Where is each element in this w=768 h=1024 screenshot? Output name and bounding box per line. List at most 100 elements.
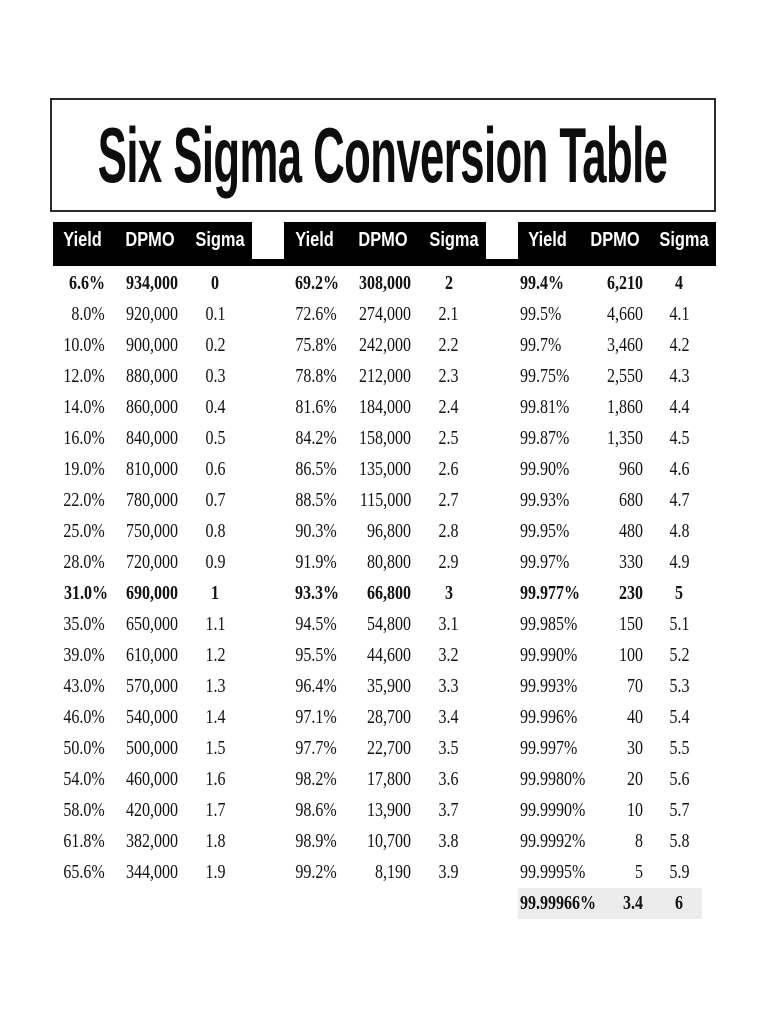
dpmo-column-header: DPMO <box>590 229 640 251</box>
dpmo-cell: 570,000 <box>126 675 179 697</box>
dpmo-cell: 6,210 <box>606 272 643 294</box>
yield-cell: 31.0% <box>64 582 108 604</box>
table-row: 99.993% 70 5.3 <box>518 671 716 702</box>
sigma-cell: 5.8 <box>669 830 690 852</box>
sigma-cell: 4.1 <box>669 303 690 325</box>
yield-cell: 94.5% <box>295 613 337 635</box>
yield-cell: 99.4% <box>520 272 564 294</box>
table-row: 25.0% 750,000 0.8 <box>53 516 252 547</box>
yield-cell: 99.996% <box>520 706 578 728</box>
table-row: 91.9% 80,800 2.9 <box>284 547 486 578</box>
table-row: 81.6% 184,000 2.4 <box>284 392 486 423</box>
sigma-cell: 2.8 <box>438 520 459 542</box>
header-underline <box>53 259 716 266</box>
sigma-cell: 3.5 <box>438 737 459 759</box>
yield-cell: 99.9980% <box>520 768 586 790</box>
yield-cell: 58.0% <box>63 799 105 821</box>
dpmo-cell: 934,000 <box>126 272 179 294</box>
dpmo-cell: 242,000 <box>359 334 412 356</box>
yield-cell: 99.95% <box>520 520 570 542</box>
table-row: 99.81% 1,860 4.4 <box>518 392 716 423</box>
yield-cell: 99.997% <box>520 737 578 759</box>
table-row: 54.0% 460,000 1.6 <box>53 764 252 795</box>
dpmo-cell: 1,860 <box>606 396 643 418</box>
table-row: 99.99966% 3.4 6 <box>518 888 716 919</box>
yield-cell: 43.0% <box>63 675 105 697</box>
dpmo-cell: 40 <box>626 706 643 728</box>
table-group-sigma-4-to-6: 99.4% 6,210 4 99.5% 4,660 4.1 99.7% 3,460 4.2 99.… <box>518 268 716 919</box>
yield-cell: 99.93% <box>520 489 570 511</box>
dpmo-cell: 2,550 <box>606 365 643 387</box>
sigma-cell: 2.3 <box>438 365 459 387</box>
dpmo-cell: 20 <box>626 768 643 790</box>
dpmo-cell: 30 <box>626 737 643 759</box>
dpmo-cell: 8,190 <box>375 861 412 883</box>
table-row: 99.9980% 20 5.6 <box>518 764 716 795</box>
conversion-table: Yield DPMO Sigma Yield DPMO Sigma Yield … <box>53 222 716 919</box>
sigma-cell: 2.2 <box>438 334 459 356</box>
table-row: 31.0% 690,000 1 <box>53 578 252 609</box>
dpmo-cell: 780,000 <box>126 489 179 511</box>
yield-cell: 75.8% <box>295 334 337 356</box>
sigma-cell: 3.2 <box>438 644 459 666</box>
dpmo-cell: 382,000 <box>126 830 179 852</box>
yield-cell: 61.8% <box>63 830 105 852</box>
sigma-cell: 1.5 <box>205 737 226 759</box>
yield-cell: 12.0% <box>63 365 105 387</box>
sigma-cell: 4.4 <box>669 396 690 418</box>
table-row: 14.0% 860,000 0.4 <box>53 392 252 423</box>
dpmo-cell: 22,700 <box>367 737 412 759</box>
sigma-cell: 4.5 <box>669 427 690 449</box>
dpmo-cell: 750,000 <box>126 520 179 542</box>
sigma-cell: 0.9 <box>205 551 226 573</box>
table-row: 35.0% 650,000 1.1 <box>53 609 252 640</box>
dpmo-cell: 420,000 <box>126 799 179 821</box>
sigma-cell: 0.8 <box>205 520 226 542</box>
table-row: 98.6% 13,900 3.7 <box>284 795 486 826</box>
sigma-cell: 0.3 <box>205 365 226 387</box>
dpmo-cell: 880,000 <box>126 365 179 387</box>
yield-cell: 97.1% <box>295 706 337 728</box>
table-row: 95.5% 44,600 3.2 <box>284 640 486 671</box>
table-row: 99.9992% 8 5.8 <box>518 826 716 857</box>
sigma-cell: 2.7 <box>438 489 459 511</box>
sigma-column-header: Sigma <box>429 229 479 251</box>
sigma-cell: 1.1 <box>205 613 226 635</box>
sigma-cell: 4.2 <box>669 334 690 356</box>
title-box: Six Sigma Conversion Table <box>50 98 716 212</box>
dpmo-cell: 54,800 <box>367 613 412 635</box>
yield-cell: 93.3% <box>295 582 339 604</box>
table-row: 99.4% 6,210 4 <box>518 268 716 299</box>
yield-cell: 98.6% <box>295 799 337 821</box>
page-title: Six Sigma Conversion Table <box>98 110 668 199</box>
yield-cell: 19.0% <box>63 458 105 480</box>
table-row: 99.2% 8,190 3.9 <box>284 857 486 888</box>
sigma-cell: 4.7 <box>669 489 690 511</box>
table-row: 99.977% 230 5 <box>518 578 716 609</box>
table-row: 93.3% 66,800 3 <box>284 578 486 609</box>
sigma-cell: 1.4 <box>205 706 226 728</box>
dpmo-cell: 610,000 <box>126 644 179 666</box>
sigma-cell: 5.2 <box>669 644 690 666</box>
dpmo-column-header: DPMO <box>125 229 176 251</box>
sigma-cell: 1.6 <box>205 768 226 790</box>
yield-cell: 99.90% <box>520 458 570 480</box>
yield-cell: 99.75% <box>520 365 570 387</box>
sigma-cell: 3.8 <box>438 830 459 852</box>
table-row: 12.0% 880,000 0.3 <box>53 361 252 392</box>
sigma-column-header: Sigma <box>659 229 709 251</box>
yield-cell: 99.993% <box>520 675 578 697</box>
yield-cell: 99.990% <box>520 644 578 666</box>
sigma-cell: 3.9 <box>438 861 459 883</box>
yield-cell: 86.5% <box>295 458 337 480</box>
dpmo-cell: 8 <box>634 830 643 852</box>
dpmo-cell: 1,350 <box>606 427 643 449</box>
table-row: 99.9995% 5 5.9 <box>518 857 716 888</box>
dpmo-cell: 13,900 <box>367 799 412 821</box>
table-row: 99.996% 40 5.4 <box>518 702 716 733</box>
header-group-1: Yield DPMO Sigma <box>53 222 252 259</box>
yield-cell: 97.7% <box>295 737 337 759</box>
dpmo-cell: 690,000 <box>126 582 179 604</box>
yield-cell: 91.9% <box>295 551 337 573</box>
yield-cell: 6.6% <box>68 272 105 294</box>
